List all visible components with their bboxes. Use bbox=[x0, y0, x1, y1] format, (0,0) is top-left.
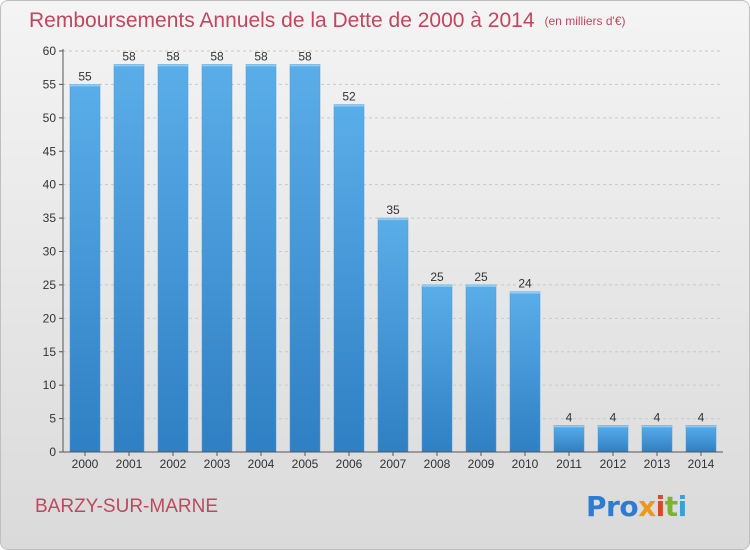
logo-part-1: Pro bbox=[586, 490, 639, 523]
bar-2007[interactable] bbox=[377, 217, 409, 453]
chart-title: Remboursements Annuels de la Dette de 20… bbox=[29, 9, 626, 33]
y-tick-label: 40 bbox=[43, 178, 57, 192]
value-label-2011: 4 bbox=[566, 410, 573, 424]
y-tick-label: 45 bbox=[43, 144, 57, 158]
value-label-2009: 25 bbox=[474, 270, 488, 284]
labels: 0 5 10 15 20 25 30 35 40 45 50 55 60 55 2000 58 2001 58 20… bbox=[43, 44, 715, 471]
y-tick-label: 5 bbox=[49, 412, 56, 426]
x-tick-label-2003: 2003 bbox=[204, 457, 231, 471]
y-tick-label: 55 bbox=[43, 77, 57, 91]
logo-part-3: i bbox=[655, 490, 666, 523]
x-tick-label-2013: 2013 bbox=[644, 457, 671, 471]
x-tick-label-2000: 2000 bbox=[72, 457, 99, 471]
x-tick-label-2009: 2009 bbox=[468, 457, 495, 471]
chart-title-text: Remboursements Annuels de la Dette de 20… bbox=[29, 9, 535, 32]
bar-2014[interactable] bbox=[685, 425, 717, 453]
value-label-2006: 52 bbox=[342, 89, 356, 103]
y-tick-label: 10 bbox=[43, 378, 57, 392]
x-tick-label-2005: 2005 bbox=[292, 457, 319, 471]
x-tick-label-2006: 2006 bbox=[336, 457, 363, 471]
x-tick-label-2004: 2004 bbox=[248, 457, 275, 471]
x-tick-label-2010: 2010 bbox=[512, 457, 539, 471]
y-tick-label: 15 bbox=[43, 345, 57, 359]
logo-part-2: x bbox=[638, 490, 656, 523]
y-tick-label: 60 bbox=[43, 44, 57, 58]
x-tick-label-2002: 2002 bbox=[160, 457, 187, 471]
y-tick-label: 50 bbox=[43, 111, 57, 125]
bar-2005[interactable] bbox=[289, 64, 321, 453]
town-name: BARZY-SUR-MARNE bbox=[35, 496, 218, 517]
bar-2011[interactable] bbox=[553, 425, 585, 453]
bar-2004[interactable] bbox=[245, 64, 277, 453]
value-label-2003: 58 bbox=[210, 49, 224, 63]
bar-2008[interactable] bbox=[421, 284, 453, 453]
axes bbox=[59, 49, 723, 456]
value-label-2014: 4 bbox=[698, 410, 705, 424]
bar-2003[interactable] bbox=[201, 64, 233, 453]
value-label-2002: 58 bbox=[166, 49, 180, 63]
value-label-2000: 55 bbox=[78, 69, 92, 83]
logo-part-4: t bbox=[664, 490, 678, 523]
x-tick-label-2008: 2008 bbox=[424, 457, 451, 471]
value-label-2008: 25 bbox=[430, 270, 444, 284]
value-label-2010: 24 bbox=[518, 277, 532, 291]
bar-2000[interactable] bbox=[69, 84, 101, 453]
bar-2009[interactable] bbox=[465, 284, 497, 453]
bar-2001[interactable] bbox=[113, 64, 145, 453]
bar-2012[interactable] bbox=[597, 425, 629, 453]
logo-part-5: i bbox=[677, 490, 688, 523]
bar-2006[interactable] bbox=[333, 104, 365, 453]
proxiti-logo[interactable]: Proxiti bbox=[586, 490, 687, 523]
value-label-2005: 58 bbox=[298, 49, 312, 63]
y-tick-label: 20 bbox=[43, 311, 57, 325]
bars bbox=[69, 64, 717, 453]
bar-2002[interactable] bbox=[157, 64, 189, 453]
value-label-2004: 58 bbox=[254, 49, 268, 63]
value-label-2001: 58 bbox=[122, 49, 136, 63]
bar-2013[interactable] bbox=[641, 425, 673, 453]
x-tick-label-2001: 2001 bbox=[116, 457, 143, 471]
value-label-2013: 4 bbox=[654, 410, 661, 424]
x-tick-label-2012: 2012 bbox=[600, 457, 627, 471]
value-label-2012: 4 bbox=[610, 410, 617, 424]
chart-subtitle: (en milliers d'€) bbox=[544, 14, 626, 29]
x-tick-label-2007: 2007 bbox=[380, 457, 407, 471]
y-tick-label: 30 bbox=[43, 245, 57, 259]
y-tick-label: 35 bbox=[43, 211, 57, 225]
value-label-2007: 35 bbox=[386, 203, 400, 217]
x-tick-label-2014: 2014 bbox=[688, 457, 715, 471]
y-tick-label: 0 bbox=[49, 445, 56, 459]
bar-2010[interactable] bbox=[509, 291, 541, 453]
y-tick-label: 25 bbox=[43, 278, 57, 292]
x-tick-label-2011: 2011 bbox=[556, 457, 582, 471]
